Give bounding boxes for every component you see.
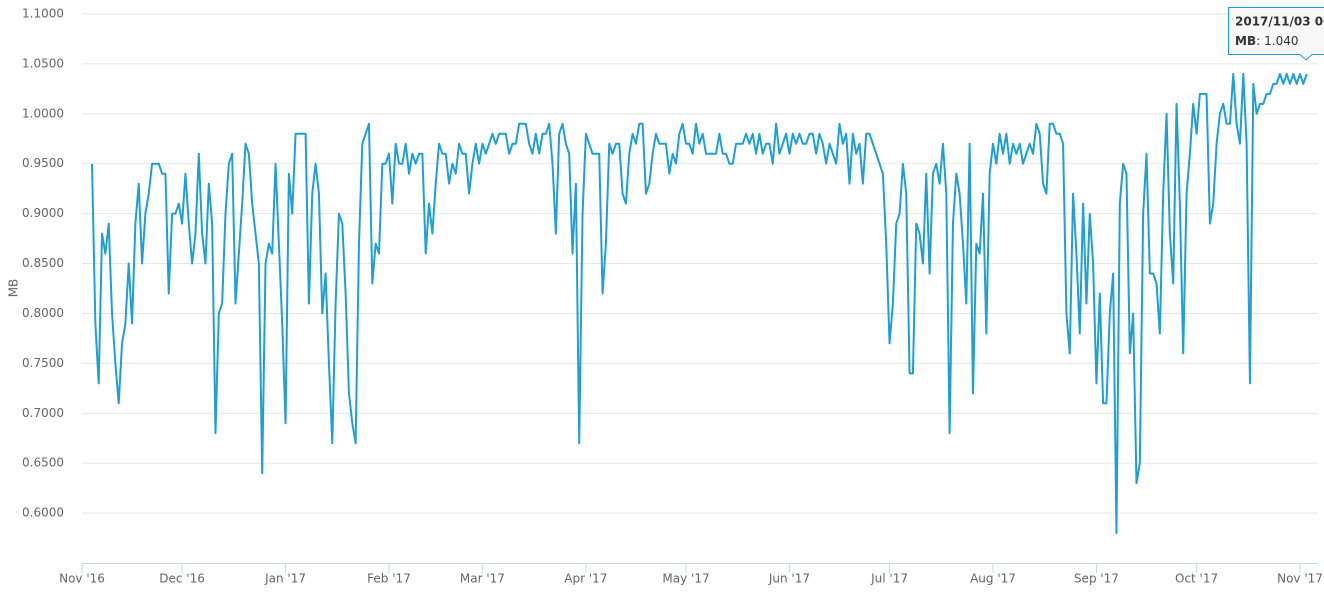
x-tick-label: Apr '17 [564,572,607,586]
y-tick-label: 0.8500 [22,256,64,270]
y-tick-label: 0.6500 [22,456,64,470]
x-tick-label: Jan '17 [264,572,306,586]
tooltip-box [1228,7,1324,61]
y-tick-label: 0.9500 [22,156,64,170]
x-tick-label: Oct '17 [1175,572,1218,586]
tooltip-separator: : [1256,34,1260,48]
x-tick-label: Jun '17 [768,572,810,586]
y-tick-label: 0.9000 [22,206,64,220]
x-tick-label: Mar '17 [460,572,505,586]
x-tick-label: Aug '17 [970,572,1016,586]
y-tick-label: 1.1000 [22,7,64,21]
x-tick-label: May '17 [662,572,709,586]
tooltip-series-name: MB [1235,34,1256,48]
y-tick-label: 1.0500 [22,56,64,70]
y-tick-label: 0.7000 [22,406,64,420]
y-tick-label: 0.7500 [22,356,64,370]
x-tick-label: Nov '16 [59,572,105,586]
x-tick-label: Jul '17 [870,572,908,586]
tooltip-title: 2017/11/03 00:0 [1235,15,1324,29]
tooltip-value-label: 1.040 [1264,34,1298,48]
x-tick-label: Sep '17 [1074,572,1119,586]
x-tick-label: Nov '17 [1277,572,1323,586]
x-tick-label: Dec '16 [159,572,205,586]
x-tick-label: Feb '17 [367,572,411,586]
tooltip-value: MB: 1.040 [1235,34,1299,48]
tooltip: 2017/11/03 00:0 MB:1.040 [1228,7,1324,61]
y-tick-label: 0.8000 [22,306,64,320]
y-axis-title: MB [7,279,21,298]
y-tick-label: 1.0000 [22,106,64,120]
data-line [91,72,1308,535]
y-tick-label: 0.6000 [22,506,64,520]
